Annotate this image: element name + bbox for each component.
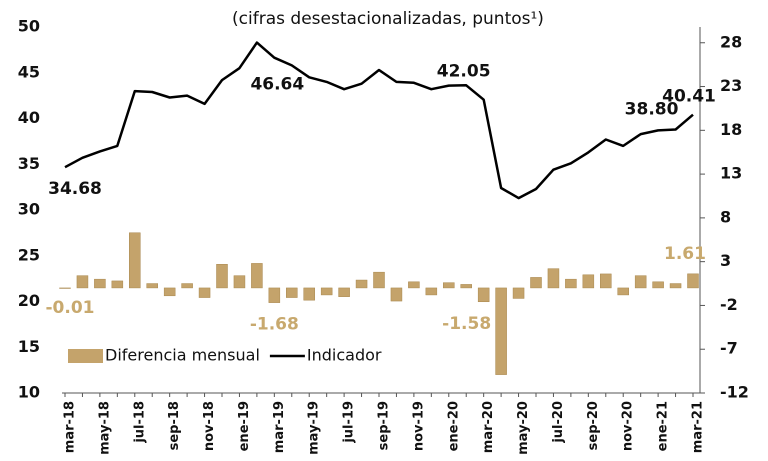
bar <box>59 287 71 289</box>
y2-tick-label: -2 <box>720 295 738 314</box>
bar <box>495 287 507 375</box>
x-tick-label: may-18 <box>97 401 112 455</box>
bar <box>338 287 350 297</box>
bar <box>477 287 490 303</box>
y2-tick-label: 23 <box>720 76 742 95</box>
x-tick-label: mar-18 <box>63 401 78 453</box>
bar <box>268 287 281 303</box>
line-value-label: 40.41 <box>662 87 716 107</box>
bar <box>634 275 647 289</box>
line-value-label: 42.05 <box>437 62 491 82</box>
y2-tick-label: 28 <box>720 32 742 51</box>
bar <box>652 281 664 289</box>
y2-tick-label: 18 <box>720 120 742 139</box>
y-tick-label: 40 <box>18 108 40 127</box>
x-tick-label: sep-18 <box>167 401 182 450</box>
x-tick-label: ene-20 <box>446 401 461 451</box>
bar <box>76 275 89 289</box>
bar <box>600 273 612 289</box>
y-tick-label: 45 <box>18 62 40 81</box>
bar <box>530 277 542 289</box>
bar <box>251 263 263 289</box>
bar <box>373 271 385 289</box>
bar <box>216 264 228 289</box>
y2-tick-label: 3 <box>720 251 731 270</box>
x-tick-label: ene-19 <box>237 401 252 451</box>
bar <box>129 232 141 289</box>
bar <box>181 283 193 289</box>
y2-tick-label: -12 <box>720 383 749 402</box>
x-tick-label: nov-19 <box>411 401 426 451</box>
x-tick-label: sep-20 <box>586 401 601 450</box>
bar <box>565 278 577 289</box>
bar <box>547 268 560 289</box>
y-tick-label: 10 <box>18 383 40 402</box>
y-tick-label: 35 <box>18 154 40 173</box>
bar <box>94 278 106 289</box>
legend-label: Diferencia mensual <box>105 346 260 365</box>
y2-tick-label: 8 <box>720 207 731 226</box>
x-tick-label: nov-18 <box>202 401 217 451</box>
bar <box>408 281 420 289</box>
bar-value-label: 1.61 <box>664 244 706 264</box>
line-value-label: 38.80 <box>625 99 679 119</box>
line-value-label: 34.68 <box>48 179 102 199</box>
bar-value-label: -1.58 <box>442 314 491 334</box>
x-tick-label: mar-20 <box>481 401 496 453</box>
x-tick-label: jul-20 <box>551 401 566 444</box>
y-tick-label: 30 <box>18 200 40 219</box>
y-tick-label: 50 <box>18 17 40 36</box>
bar <box>303 287 315 301</box>
x-tick-label: sep-19 <box>377 401 392 450</box>
bar <box>443 282 455 289</box>
bar <box>687 273 699 289</box>
y2-tick-label: 13 <box>720 164 742 183</box>
y-tick-label: 20 <box>18 291 40 310</box>
bar <box>355 279 368 289</box>
bar <box>425 287 438 296</box>
bar <box>390 287 403 302</box>
bar <box>233 275 246 289</box>
legend-label: Indicador <box>307 346 382 365</box>
line-value-label: 46.64 <box>250 75 304 95</box>
y-tick-label: 15 <box>18 337 40 356</box>
chart-subtitle: (cifras desestacionalizadas, puntos¹) <box>232 9 544 29</box>
y-tick-label: 25 <box>18 245 40 264</box>
bar <box>198 287 211 298</box>
bar <box>460 284 472 289</box>
bar <box>320 287 333 296</box>
bar <box>163 287 176 297</box>
bar <box>582 274 595 289</box>
legend-swatch <box>68 349 103 363</box>
x-tick-label: jul-18 <box>132 401 147 444</box>
bar <box>669 283 682 289</box>
bar <box>146 283 158 289</box>
bar-value-label: -0.01 <box>46 298 95 318</box>
x-tick-label: mar-21 <box>691 401 706 453</box>
x-tick-label: nov-20 <box>621 401 636 451</box>
x-tick-label: may-19 <box>307 401 322 455</box>
bar <box>286 287 298 298</box>
x-tick-label: may-20 <box>516 401 531 455</box>
x-tick-label: ene-21 <box>656 401 671 451</box>
x-tick-label: jul-19 <box>342 401 357 444</box>
bar <box>111 280 124 289</box>
y2-tick-label: -7 <box>720 339 738 358</box>
x-tick-label: mar-19 <box>272 401 287 453</box>
bar <box>617 287 629 296</box>
bar-value-label: -1.68 <box>250 315 299 335</box>
line <box>64 41 694 200</box>
bar <box>512 287 525 299</box>
